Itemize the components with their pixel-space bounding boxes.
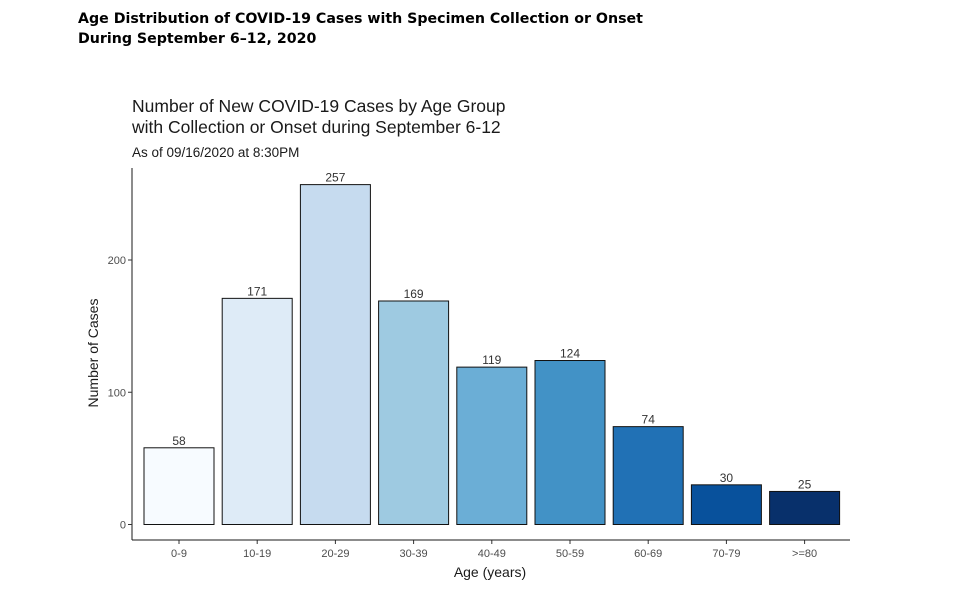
bar-value-label: 58 xyxy=(172,434,186,448)
x-tick-label: 50-59 xyxy=(556,548,584,560)
bar-10-19 xyxy=(221,297,293,526)
bar-40-49 xyxy=(456,366,528,525)
x-tick-label: 0-9 xyxy=(171,548,187,560)
bar-value-label: 30 xyxy=(720,471,734,485)
bar-value-label: 171 xyxy=(247,284,267,298)
bars-layer xyxy=(143,184,841,526)
y-axis-title: Number of Cases xyxy=(85,299,101,408)
document-title-line-1: Age Distribution of COVID-19 Cases with … xyxy=(78,11,643,27)
x-tick-label: 30-39 xyxy=(400,548,428,560)
x-axis-title: Age (years) xyxy=(454,564,526,580)
y-tick-label: 0 xyxy=(120,520,126,532)
x-tick-label: 40-49 xyxy=(478,548,506,560)
bar-value-label: 74 xyxy=(642,413,656,427)
bar-value-label: 119 xyxy=(482,353,501,367)
bar-20-29 xyxy=(299,184,371,525)
bar-50-59 xyxy=(534,360,606,526)
chart-title-line-1: Number of New COVID-19 Cases by Age Grou… xyxy=(132,96,506,116)
x-tick-label: 20-29 xyxy=(321,548,349,560)
bar-30-39 xyxy=(378,300,450,525)
bar-value-label: 25 xyxy=(798,477,812,491)
bar-value-label: 124 xyxy=(560,347,580,361)
x-tick-label: >=80 xyxy=(792,548,817,560)
x-tick-label: 10-19 xyxy=(243,548,271,560)
y-tick-label: 100 xyxy=(108,387,126,399)
bar-0-9 xyxy=(143,447,215,526)
document-title: Age Distribution of COVID-19 Cases with … xyxy=(78,9,643,49)
bar-value-label: 257 xyxy=(325,171,345,185)
x-tick-label: 60-69 xyxy=(634,548,662,560)
bar->=80 xyxy=(769,490,841,525)
bar-labels-layer: 58 171 257 169 119 124 74 30 25 xyxy=(172,171,811,492)
bar-60-69 xyxy=(612,426,684,526)
x-tick-label: 70-79 xyxy=(712,548,740,560)
axes-layer: 0-9 10-19 20-29 30-39 40-49 50-59 60-69 70-79 >=… xyxy=(108,168,850,560)
chart-title-line-2: with Collection or Onset during Septembe… xyxy=(131,117,501,137)
bar-70-79 xyxy=(690,484,762,526)
chart-subtitle: As of 09/16/2020 at 8:30PM xyxy=(132,145,299,160)
bar-value-label: 169 xyxy=(404,287,424,301)
document-title-line-2: During September 6–12, 2020 xyxy=(78,31,317,47)
y-tick-label: 200 xyxy=(108,255,126,267)
